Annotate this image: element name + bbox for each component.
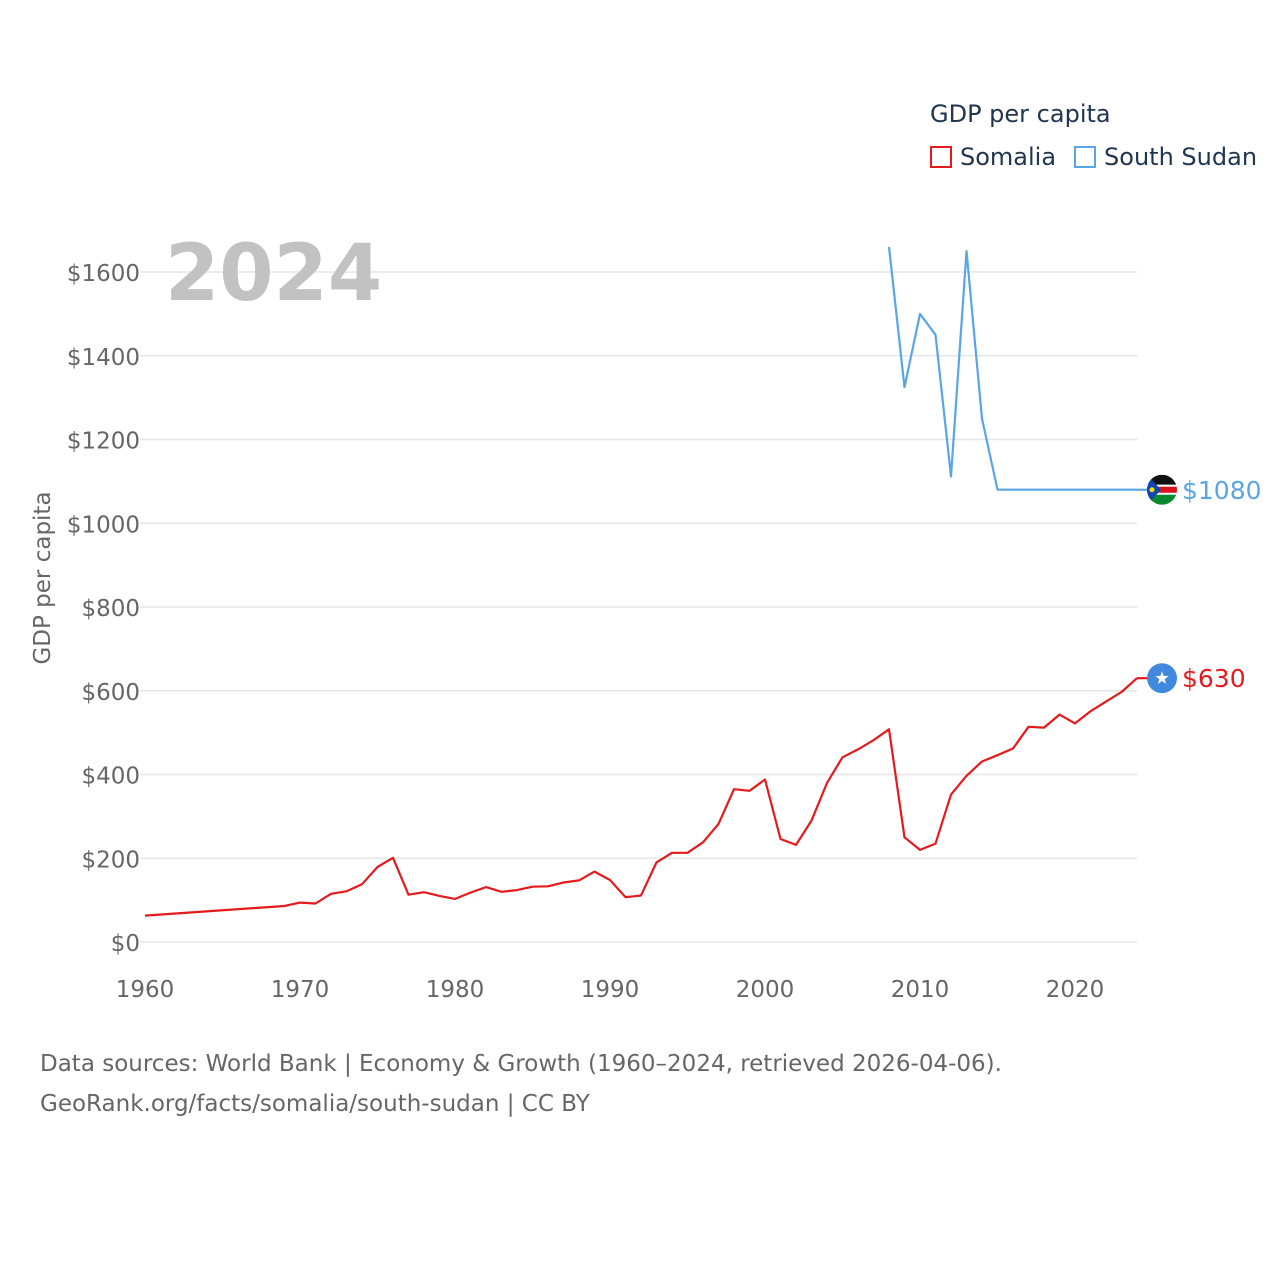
y-tick-label: $400 xyxy=(81,764,140,790)
legend-label-south-sudan: South Sudan xyxy=(1104,143,1258,171)
y-tick-label: $200 xyxy=(81,847,140,873)
legend-title: GDP per capita xyxy=(930,100,1111,128)
footer: Data sources: World Bank | Economy & Gro… xyxy=(40,1044,1002,1124)
gridlines xyxy=(140,271,1137,943)
data-sources-note: Data sources: World Bank | Economy & Gro… xyxy=(40,1051,1002,1077)
x-axis: 1960 1970 1980 1990 2000 2010 2020 xyxy=(116,977,1105,1003)
x-tick-label: 2020 xyxy=(1046,977,1105,1003)
y-tick-label: $600 xyxy=(81,680,140,706)
x-tick-label: 1990 xyxy=(581,977,640,1003)
somalia-flag-star xyxy=(1155,671,1169,684)
y-axis-title: GDP per capita xyxy=(30,491,56,664)
series-line-south-sudan xyxy=(887,246,1137,491)
legend-swatch-south-sudan xyxy=(1074,146,1097,168)
current-year-label: 2024 xyxy=(165,229,382,319)
x-tick-label: 1980 xyxy=(426,977,485,1003)
legend: Somalia South Sudan xyxy=(930,143,1275,171)
x-tick-label: 1970 xyxy=(271,977,330,1003)
flag-stripe-black xyxy=(1147,474,1177,485)
legend-swatch-somalia xyxy=(930,146,952,168)
flag-stripe-red xyxy=(1147,486,1177,493)
source-link[interactable]: GeoRank.org/facts/somalia/south-sudan | … xyxy=(40,1091,590,1117)
south-sudan-flag-body xyxy=(1147,474,1177,505)
y-tick-label: $1200 xyxy=(67,429,140,455)
y-axis: $0 $200 $400 $600 $800 $1000 $1200 $1400 $1600 xyxy=(67,261,140,957)
flag-star-yellow xyxy=(1149,487,1155,493)
legend-label-somalia: Somalia xyxy=(960,143,1057,171)
y-tick-label: $1400 xyxy=(67,345,140,371)
legend-item-somalia[interactable]: Somalia xyxy=(930,143,1056,171)
y-tick-label: $1600 xyxy=(67,261,140,287)
series-line-somalia xyxy=(144,677,1138,917)
x-tick-label: 2000 xyxy=(736,977,795,1003)
series-end-markers: $630 $1080 xyxy=(1137,474,1262,694)
legend-item-south-sudan[interactable]: South Sudan xyxy=(1074,143,1257,171)
series-end-label-somalia: $630 xyxy=(1182,664,1246,693)
series-lines xyxy=(144,246,1138,917)
flag-stripe-green xyxy=(1147,494,1177,505)
y-tick-label: $1000 xyxy=(67,512,140,538)
x-tick-label: 2010 xyxy=(891,977,950,1003)
somalia-flag-icon xyxy=(1147,663,1177,694)
x-tick-label: 1960 xyxy=(116,977,175,1003)
south-sudan-flag-icon xyxy=(1147,474,1177,505)
y-tick-label: $800 xyxy=(81,596,140,622)
series-end-label-south-sudan: $1080 xyxy=(1182,476,1262,505)
y-tick-label: $0 xyxy=(111,931,140,957)
